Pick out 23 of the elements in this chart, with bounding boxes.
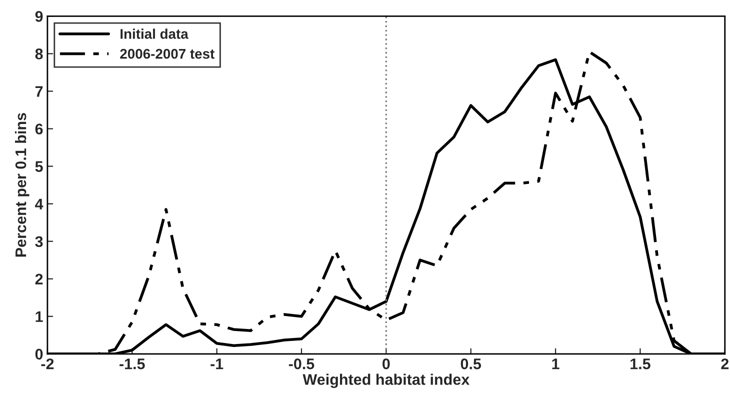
y-tick-label: 1 bbox=[36, 311, 43, 322]
x-tick-label: -1.5 bbox=[120, 358, 145, 370]
x-tick-label: 0.5 bbox=[460, 358, 482, 370]
x-tick-label: 2 bbox=[721, 358, 729, 370]
y-tick-label: 2 bbox=[35, 274, 43, 284]
x-tick-label: 1 bbox=[552, 358, 560, 370]
x-tick-label: -0.5 bbox=[288, 358, 314, 370]
y-tick-label: 5 bbox=[35, 161, 43, 172]
y-tick-label: 8 bbox=[35, 48, 43, 60]
x-tick-label: 0 bbox=[382, 358, 390, 370]
x-tick-label: -2 bbox=[41, 358, 54, 370]
y-tick-label: 3 bbox=[35, 236, 43, 248]
x-tick-label: -1 bbox=[210, 358, 224, 370]
x-axis-title: Weighted habitat index bbox=[302, 374, 470, 388]
x-tick-label: 1.5 bbox=[630, 358, 650, 370]
y-tick-label: 9 bbox=[35, 11, 43, 22]
y-axis-title: Percent per 0.1 bins bbox=[14, 113, 30, 257]
legend-label: Initial data bbox=[120, 28, 188, 39]
legend-label: 2006-2007 test bbox=[120, 48, 214, 59]
y-tick-label: 6 bbox=[35, 124, 43, 134]
y-tick-label: 4 bbox=[35, 198, 44, 210]
y-tick-label: 7 bbox=[35, 86, 43, 97]
y-tick-label: 0 bbox=[35, 348, 43, 360]
